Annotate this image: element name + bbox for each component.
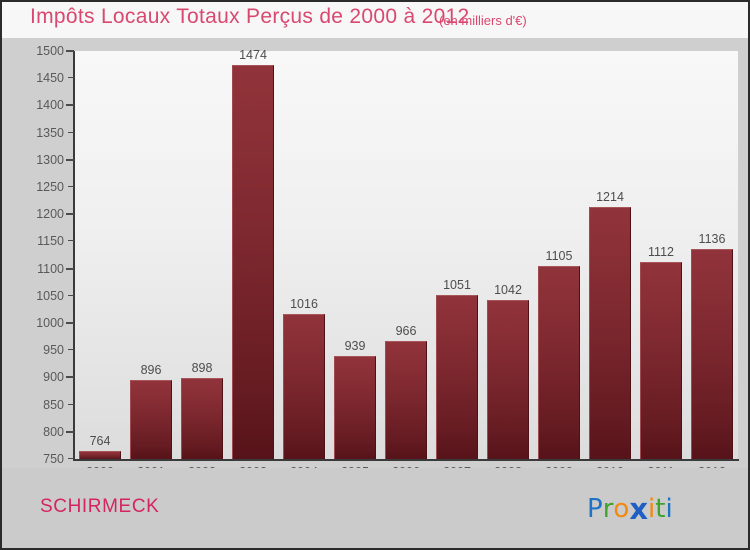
y-axis-tick bbox=[66, 50, 74, 52]
y-axis-tick bbox=[66, 213, 74, 216]
y-axis-tick bbox=[66, 267, 74, 270]
bar-2008 bbox=[487, 300, 529, 459]
y-axis-tick bbox=[68, 294, 74, 296]
chart-header: Impôts Locaux Totaux Perçus de 2000 à 20… bbox=[2, 2, 748, 38]
bar-2005 bbox=[334, 356, 376, 459]
logo-letter-t: t bbox=[655, 494, 666, 524]
y-axis-tick-label: 1250 bbox=[36, 180, 64, 194]
bar-value-2002: 898 bbox=[191, 361, 213, 376]
city-name-label: SCHIRMECK bbox=[40, 496, 160, 517]
bar-2006 bbox=[385, 341, 427, 459]
y-axis-tick bbox=[66, 430, 74, 433]
y-axis-tick bbox=[68, 458, 74, 459]
bar-2012 bbox=[691, 249, 733, 459]
bar-value-2008: 1042 bbox=[494, 283, 522, 298]
logo-letter-i2: i bbox=[665, 494, 673, 524]
bar-2001 bbox=[130, 379, 172, 459]
y-axis-line bbox=[73, 51, 75, 461]
y-axis-tick bbox=[68, 131, 74, 133]
bar-2010 bbox=[589, 206, 631, 459]
y-axis-tick bbox=[66, 322, 74, 324]
bar-2009 bbox=[538, 265, 580, 459]
chart-subtitle: (en milliers d'€) bbox=[439, 13, 527, 28]
bar-2000 bbox=[79, 451, 121, 459]
bar-2002 bbox=[181, 378, 223, 459]
y-axis-tick bbox=[66, 104, 74, 107]
y-axis-tick-label: 1400 bbox=[36, 98, 64, 113]
y-axis-tick-label: 1100 bbox=[37, 261, 64, 276]
logo-letter-x: x bbox=[629, 492, 649, 526]
bar-2007 bbox=[436, 295, 478, 459]
bar-value-2011: 1112 bbox=[648, 245, 674, 260]
logo-letter-o: o bbox=[613, 494, 630, 524]
y-axis-tick bbox=[68, 403, 74, 405]
bar-value-2006: 966 bbox=[395, 324, 417, 339]
chart-footer: SCHIRMECK Proxiti bbox=[2, 468, 748, 548]
proxiti-logo: Proxiti bbox=[587, 490, 673, 526]
x-axis-line bbox=[73, 459, 739, 461]
y-axis-tick bbox=[66, 158, 74, 161]
y-axis-tick-label: 900 bbox=[43, 370, 64, 385]
y-axis-tick-label: 850 bbox=[43, 397, 64, 412]
bar-value-2012: 1136 bbox=[698, 232, 726, 247]
bar-2011 bbox=[640, 262, 682, 459]
bar-2003 bbox=[232, 65, 274, 459]
y-axis-tick-label: 1450 bbox=[36, 71, 64, 86]
y-axis-tick-label: 1350 bbox=[36, 125, 64, 140]
y-axis-tick-label: 1200 bbox=[36, 207, 64, 222]
bar-value-2009: 1105 bbox=[545, 248, 573, 263]
bar-value-2010: 1214 bbox=[596, 189, 624, 204]
y-axis-tick bbox=[68, 186, 74, 187]
y-axis-tick bbox=[68, 240, 74, 242]
y-axis-tick-label: 1150 bbox=[37, 234, 64, 249]
y-axis-tick-label: 1000 bbox=[36, 316, 64, 330]
logo-letter-p: P bbox=[587, 494, 603, 524]
logo-letter-r: r bbox=[602, 494, 614, 524]
logo-letter-i1: i bbox=[648, 494, 656, 524]
bar-value-2003: 1474 bbox=[239, 48, 267, 63]
bar-value-2005: 939 bbox=[344, 339, 366, 354]
y-axis-tick-label: 950 bbox=[43, 343, 64, 358]
y-axis-tick-label: 1300 bbox=[36, 152, 64, 167]
chart-panel: 1500 1450 1400 1350 1300 1250 1200 1150 1100 1050… bbox=[2, 38, 748, 478]
chart-title: Impôts Locaux Totaux Perçus de 2000 à 20… bbox=[30, 5, 470, 28]
bar-value-2004: 1016 bbox=[290, 297, 318, 312]
y-axis-tick bbox=[68, 77, 74, 79]
bar-value-2000: 764 bbox=[89, 434, 111, 449]
bar-2004 bbox=[283, 314, 325, 459]
y-axis-tick-label: 800 bbox=[43, 424, 64, 439]
y-axis-tick bbox=[68, 349, 74, 351]
y-axis-tick-label: 1050 bbox=[36, 288, 64, 303]
y-axis-tick bbox=[66, 376, 74, 379]
y-axis-tick-label: 750 bbox=[43, 452, 64, 466]
bar-value-2001: 896 bbox=[140, 362, 162, 377]
bar-value-2007: 1051 bbox=[443, 278, 471, 293]
y-axis-tick-label: 1500 bbox=[36, 44, 64, 58]
